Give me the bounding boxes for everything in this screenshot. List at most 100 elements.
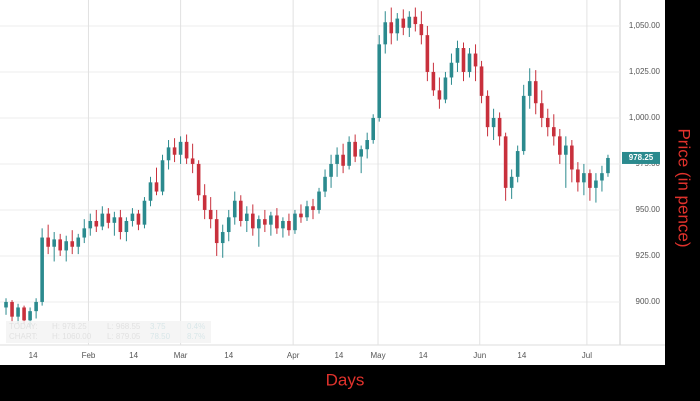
candle-body (214, 219, 219, 244)
candle-body (588, 173, 592, 188)
x-tick-label: 14 (29, 351, 38, 360)
candle-body (371, 117, 376, 141)
candle-body (226, 217, 231, 233)
candle-body (353, 141, 357, 157)
candle-body (473, 53, 478, 67)
candle-body (154, 182, 159, 192)
candle-body (70, 241, 75, 247)
x-tick-label: Jul (582, 351, 592, 360)
candle-body (365, 140, 369, 150)
x-tick-label: Mar (174, 351, 188, 360)
candle-body (28, 311, 32, 321)
candle-body (10, 301, 14, 317)
candle-body (34, 301, 38, 312)
x-tick-label: 14 (224, 351, 233, 360)
candle-body (437, 90, 442, 100)
candle-body (570, 145, 574, 170)
candle-body (263, 219, 267, 225)
candle-body (172, 147, 177, 155)
candle-body (533, 81, 538, 104)
candle-body (16, 307, 20, 317)
x-tick-label: Jun (473, 351, 486, 360)
candle-body (293, 213, 297, 231)
candle-body (558, 136, 562, 155)
candle-body (467, 53, 472, 72)
y-tick-label: 950.00 (636, 205, 661, 214)
candle-body (485, 95, 490, 128)
candle-body (606, 157, 610, 174)
candle-body (136, 213, 141, 225)
candle-body (443, 77, 448, 100)
y-tick-label: 1,025.00 (629, 67, 661, 76)
candle-body (461, 48, 466, 72)
candle-body (64, 241, 69, 251)
candle-body (335, 154, 339, 164)
candle-body (22, 307, 26, 321)
y-tick-label: 1,050.00 (629, 21, 661, 30)
candle-body (576, 169, 580, 183)
candle-body (220, 232, 225, 244)
candle-body (509, 176, 514, 188)
y-tick-label: 925.00 (636, 251, 661, 260)
candle-body (311, 206, 315, 210)
candle-body (401, 18, 406, 28)
candle-body (299, 213, 303, 218)
candle-body (287, 220, 291, 231)
candle-body (238, 200, 243, 221)
candle-body (52, 239, 56, 247)
candle-body (82, 228, 87, 238)
candle-body (88, 220, 93, 229)
candle-body (407, 16, 412, 28)
candle-body (600, 173, 604, 181)
candle-body (455, 48, 460, 63)
candle-body (208, 209, 213, 220)
plot-background (0, 0, 665, 365)
candle-body (112, 217, 117, 223)
candle-body (166, 147, 171, 161)
candle-body (419, 24, 424, 36)
y-tick-label: 900.00 (636, 297, 661, 306)
candle-body (148, 182, 153, 201)
candle-body (4, 301, 8, 308)
candle-body (539, 103, 544, 118)
candle-body (40, 237, 44, 302)
candles (4, 7, 610, 328)
candle-body (449, 62, 454, 78)
x-tick-label: May (370, 351, 385, 360)
candle-body (359, 149, 363, 157)
candle-body (377, 44, 382, 118)
y-axis-title: Price (in pence) (675, 128, 694, 247)
candle-body (527, 81, 532, 96)
x-tick-label: 14 (129, 351, 138, 360)
candle-body (564, 145, 568, 155)
candle-body (275, 215, 279, 229)
summary-box (6, 321, 211, 343)
candle-body (551, 127, 556, 137)
last-price-tag (622, 151, 660, 164)
candle-body (118, 217, 123, 233)
candle-body (515, 151, 520, 177)
candle-body (389, 22, 394, 34)
candle-body (94, 220, 99, 227)
candle-body (479, 66, 484, 96)
candle-body (130, 213, 135, 221)
candle-body (46, 237, 50, 247)
candle-body (58, 239, 62, 251)
candle-body (124, 220, 129, 233)
candle-body (244, 213, 249, 221)
candle-body (251, 213, 255, 229)
candle-body (594, 180, 598, 188)
x-axis-title: Days (326, 370, 365, 389)
last-price-label: 978.25 (629, 153, 654, 162)
candle-body (582, 173, 586, 183)
candle-body (323, 176, 327, 192)
candle-body (202, 195, 207, 210)
candle-body (425, 35, 430, 72)
x-tick-label: Feb (82, 351, 96, 360)
candle-body (142, 200, 147, 225)
candle-body (178, 141, 183, 155)
candle-body (106, 213, 111, 223)
candle-body (497, 117, 502, 137)
x-tick-label: 14 (334, 351, 343, 360)
candle-body (100, 213, 105, 227)
